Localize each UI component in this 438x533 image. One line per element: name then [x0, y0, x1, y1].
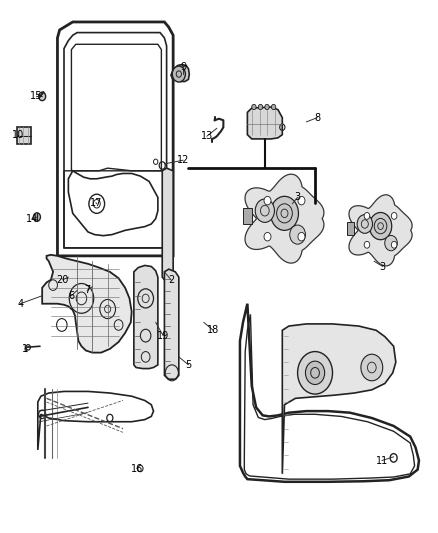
Polygon shape [134, 265, 158, 368]
Text: 2: 2 [168, 275, 174, 285]
Circle shape [272, 104, 276, 110]
Circle shape [255, 199, 275, 222]
Polygon shape [347, 222, 354, 235]
Polygon shape [17, 127, 31, 144]
Circle shape [172, 66, 185, 82]
Polygon shape [164, 269, 179, 379]
Circle shape [391, 213, 397, 219]
Circle shape [252, 104, 256, 110]
Circle shape [391, 241, 397, 248]
Circle shape [364, 241, 370, 248]
Circle shape [264, 196, 271, 205]
Circle shape [369, 213, 392, 240]
Polygon shape [42, 255, 132, 353]
Circle shape [290, 225, 305, 244]
Text: 6: 6 [68, 290, 74, 301]
Polygon shape [243, 208, 252, 224]
Text: 9: 9 [180, 62, 186, 72]
Polygon shape [247, 107, 283, 139]
Text: 5: 5 [185, 360, 191, 370]
Circle shape [298, 196, 305, 205]
Circle shape [361, 354, 383, 381]
Text: 8: 8 [314, 112, 320, 123]
Text: 3: 3 [294, 192, 300, 203]
Text: 16: 16 [131, 464, 143, 473]
Circle shape [33, 213, 40, 221]
Circle shape [298, 232, 305, 241]
Circle shape [264, 232, 271, 241]
Polygon shape [245, 174, 324, 263]
Text: 13: 13 [201, 131, 213, 141]
Circle shape [364, 213, 370, 219]
Polygon shape [349, 195, 412, 266]
Text: 18: 18 [207, 325, 219, 335]
Circle shape [305, 361, 325, 384]
Text: 15: 15 [30, 91, 42, 101]
Text: 3: 3 [380, 262, 386, 271]
Circle shape [385, 236, 397, 251]
Circle shape [265, 104, 269, 110]
Text: 14: 14 [26, 214, 38, 224]
Circle shape [297, 352, 332, 394]
Text: 1: 1 [21, 344, 28, 354]
Polygon shape [283, 324, 396, 474]
Text: 7: 7 [84, 286, 90, 295]
Text: 20: 20 [57, 275, 69, 285]
Text: 12: 12 [177, 155, 189, 165]
Text: 10: 10 [12, 130, 24, 140]
Text: 4: 4 [17, 298, 23, 309]
Text: 19: 19 [157, 330, 169, 341]
Circle shape [271, 196, 298, 230]
Polygon shape [162, 168, 173, 280]
Circle shape [357, 215, 372, 233]
Circle shape [258, 104, 263, 110]
Text: 11: 11 [376, 456, 388, 465]
Circle shape [39, 92, 46, 101]
Polygon shape [171, 64, 189, 82]
Text: 17: 17 [90, 198, 102, 208]
